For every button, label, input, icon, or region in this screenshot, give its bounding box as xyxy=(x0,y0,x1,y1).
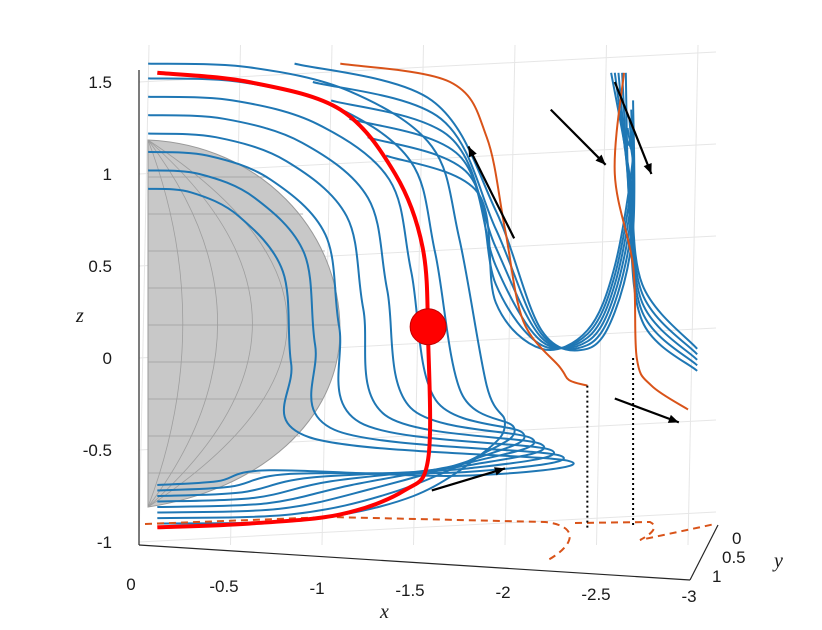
z-tick-label-0: 1.5 xyxy=(88,73,112,92)
flow-arrow-head-2 xyxy=(595,154,606,165)
flow-arrow-head-3 xyxy=(643,163,652,174)
grid-line-x-3 xyxy=(413,44,424,546)
flow-arrow-shaft-3 xyxy=(613,81,653,175)
red-ball xyxy=(409,308,447,346)
flow-arrow-shaft-2 xyxy=(549,108,607,166)
orange-streamline-1 xyxy=(613,72,689,411)
flow-arrow-head-1 xyxy=(468,146,477,158)
grid-line-x-6 xyxy=(687,44,699,546)
y-axis-line xyxy=(689,524,719,581)
z-tick-label-4: -0.5 xyxy=(83,441,112,460)
grid-line-x-0 xyxy=(138,44,150,546)
sphere-meridian-3 xyxy=(147,139,253,508)
orange-streamline-0 xyxy=(340,62,588,387)
sphere-surface xyxy=(147,139,341,508)
flow-arrow-shaft-0 xyxy=(431,467,506,492)
x-tick-label-5: -2.5 xyxy=(581,585,610,604)
y-axis-label: y xyxy=(772,550,783,572)
flow-arrows xyxy=(431,81,680,492)
x-axis-label: x xyxy=(379,601,389,623)
grid-line-z-5 xyxy=(138,511,717,543)
red-streamline xyxy=(157,70,447,530)
flow-arrow-shaft-1 xyxy=(467,145,516,239)
flow-arrow-head-0 xyxy=(494,467,505,476)
blue-streamline-right-4 xyxy=(367,136,635,350)
z-axis-label: z xyxy=(75,305,84,327)
z-tick-label-5: -1 xyxy=(97,533,112,552)
flow-arrow-4 xyxy=(614,397,680,424)
tick-labels: 1.510.50-0.5-10 -0.5 -1 -1.5 -2 -2.5 -300.51 xyxy=(83,73,746,606)
axes xyxy=(138,70,719,581)
x-axis-line xyxy=(138,544,691,581)
flow-arrow-2 xyxy=(549,108,607,166)
flow-arrow-3 xyxy=(613,81,653,175)
flow-arrow-0 xyxy=(431,467,506,492)
y-tick-label-0: 0 xyxy=(732,529,741,548)
blue-streamline-right-2 xyxy=(330,99,635,350)
dotted-drop-lines xyxy=(586,358,635,528)
orange-ground-trace xyxy=(144,515,716,561)
x-tick-label-2: -1 xyxy=(309,579,324,598)
blue-streamlines xyxy=(148,62,698,525)
blue-streamline-4 xyxy=(148,132,546,503)
blue-streamline-right-0 xyxy=(294,62,636,352)
z-tick-label-3: 0 xyxy=(103,349,112,368)
blue-streamline-7 xyxy=(148,187,575,486)
x-tick-label-3: -1.5 xyxy=(395,581,424,600)
x-tick-label-4: -2 xyxy=(495,583,510,602)
y-tick-label-1: 0.5 xyxy=(722,548,746,567)
blue-streamline-3 xyxy=(148,114,536,509)
sphere-meridian-4 xyxy=(147,139,288,508)
z-tick-label-1: 1 xyxy=(103,165,112,184)
flow-arrow-1 xyxy=(467,145,516,239)
blue-streamline-right-5 xyxy=(385,143,635,351)
flow-arrow-head-4 xyxy=(667,414,679,423)
x-tick-label-1: -0.5 xyxy=(209,577,238,596)
flow-arrow-shaft-4 xyxy=(614,397,680,424)
blue-streamline-6 xyxy=(148,169,565,492)
blue-streamline-5 xyxy=(148,150,555,497)
z-tick-label-2: 0.5 xyxy=(88,257,112,276)
grid-line-x-5 xyxy=(596,44,607,546)
x-tick-label-6: -3 xyxy=(681,587,696,606)
blue-streamline-2 xyxy=(148,95,526,514)
blue-streamline-wake-4 xyxy=(624,72,698,372)
x-tick-label-0: 0 xyxy=(126,575,135,594)
sphere xyxy=(147,139,341,508)
y-tick-label-2: 1 xyxy=(712,567,721,586)
orange-streamlines xyxy=(144,62,716,561)
grid-line-z-0 xyxy=(138,51,717,83)
